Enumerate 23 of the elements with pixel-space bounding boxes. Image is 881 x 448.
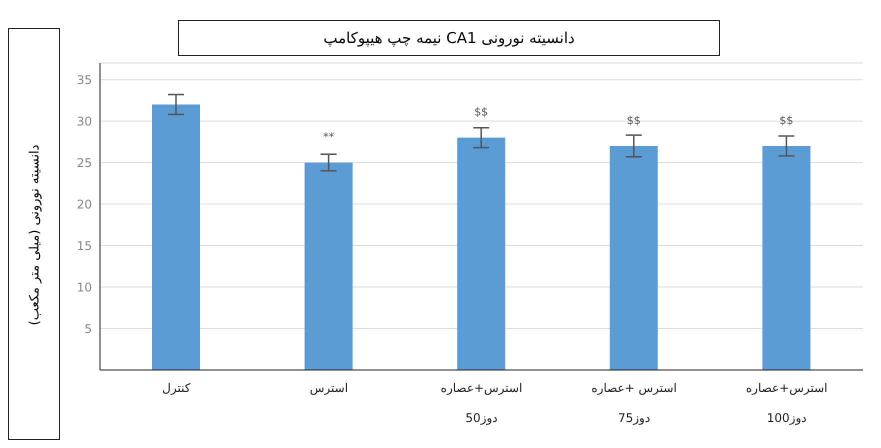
y-tick-label: 5 <box>84 322 92 336</box>
bar <box>762 146 810 370</box>
y-tick-label: 25 <box>76 156 92 170</box>
y-tick-label: 10 <box>76 280 92 294</box>
bar <box>304 162 353 370</box>
category-label: استرس +عصاره دوز75 <box>591 381 677 425</box>
y-tick-label: 30 <box>76 114 92 128</box>
bar <box>457 138 506 370</box>
y-tick-label: 20 <box>76 197 92 212</box>
y-tick-label: 15 <box>76 238 92 253</box>
x-tick-label: کنترل <box>162 381 191 395</box>
data-label: $$ <box>626 114 641 127</box>
bar <box>152 104 200 370</box>
category-label: استرس+عصاره دوز100 <box>746 381 828 425</box>
x-tick-label: استرس <box>310 381 348 395</box>
data-label: $$ <box>474 106 488 119</box>
bar <box>610 146 658 370</box>
data-label: $$ <box>779 114 794 127</box>
data-label: ** <box>323 130 335 144</box>
y-tick-label: 35 <box>76 72 92 87</box>
chart-title: دانسیته نورونی CA1 نیمه چپ هیپوکامپ <box>323 29 575 47</box>
y-axis-title: دانسیته نورونی (میلی متر مکعب) <box>28 144 42 326</box>
category-label: استرس+عصاره دوز50 <box>440 381 522 425</box>
